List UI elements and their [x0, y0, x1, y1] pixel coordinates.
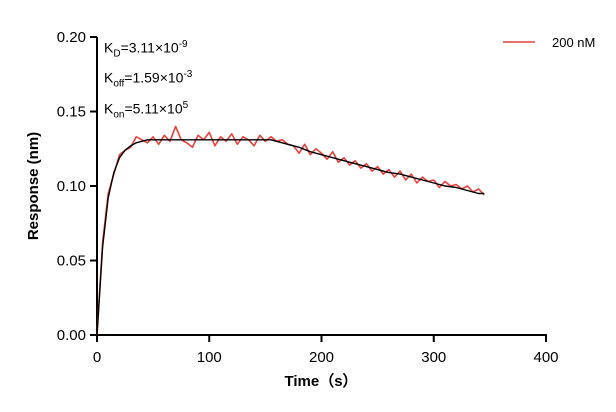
kon-annotation: Kon=5.11×105 — [104, 99, 189, 121]
x-tick-label: 300 — [421, 349, 446, 366]
kd-annotation: KD=3.11×10-9 — [104, 39, 188, 60]
x-tick-label: 200 — [309, 349, 334, 366]
x-tick-label: 100 — [197, 349, 222, 366]
measured-series-line — [96, 125, 485, 336]
legend-label: 200 nM — [552, 35, 595, 50]
kinetics-annotations: KD=3.11×10-9 Koff=1.59×10-3 Kon=5.11×105 — [104, 36, 192, 123]
y-tick-label: 0.00 — [57, 327, 86, 344]
y-tick-label: 0.15 — [57, 104, 86, 121]
x-axis-label: Time（s） — [284, 372, 357, 390]
x-tick-label: 0 — [93, 349, 101, 366]
koff-annotation: Koff=1.59×10-3 — [104, 69, 193, 90]
y-tick-label: 0.20 — [57, 29, 86, 46]
y-axis-label: Response (nm) — [25, 132, 42, 240]
fit-curve-line — [96, 139, 485, 336]
x-tick-label: 400 — [533, 349, 558, 366]
y-tick-label: 0.10 — [57, 178, 86, 195]
y-tick-label: 0.05 — [57, 253, 86, 270]
